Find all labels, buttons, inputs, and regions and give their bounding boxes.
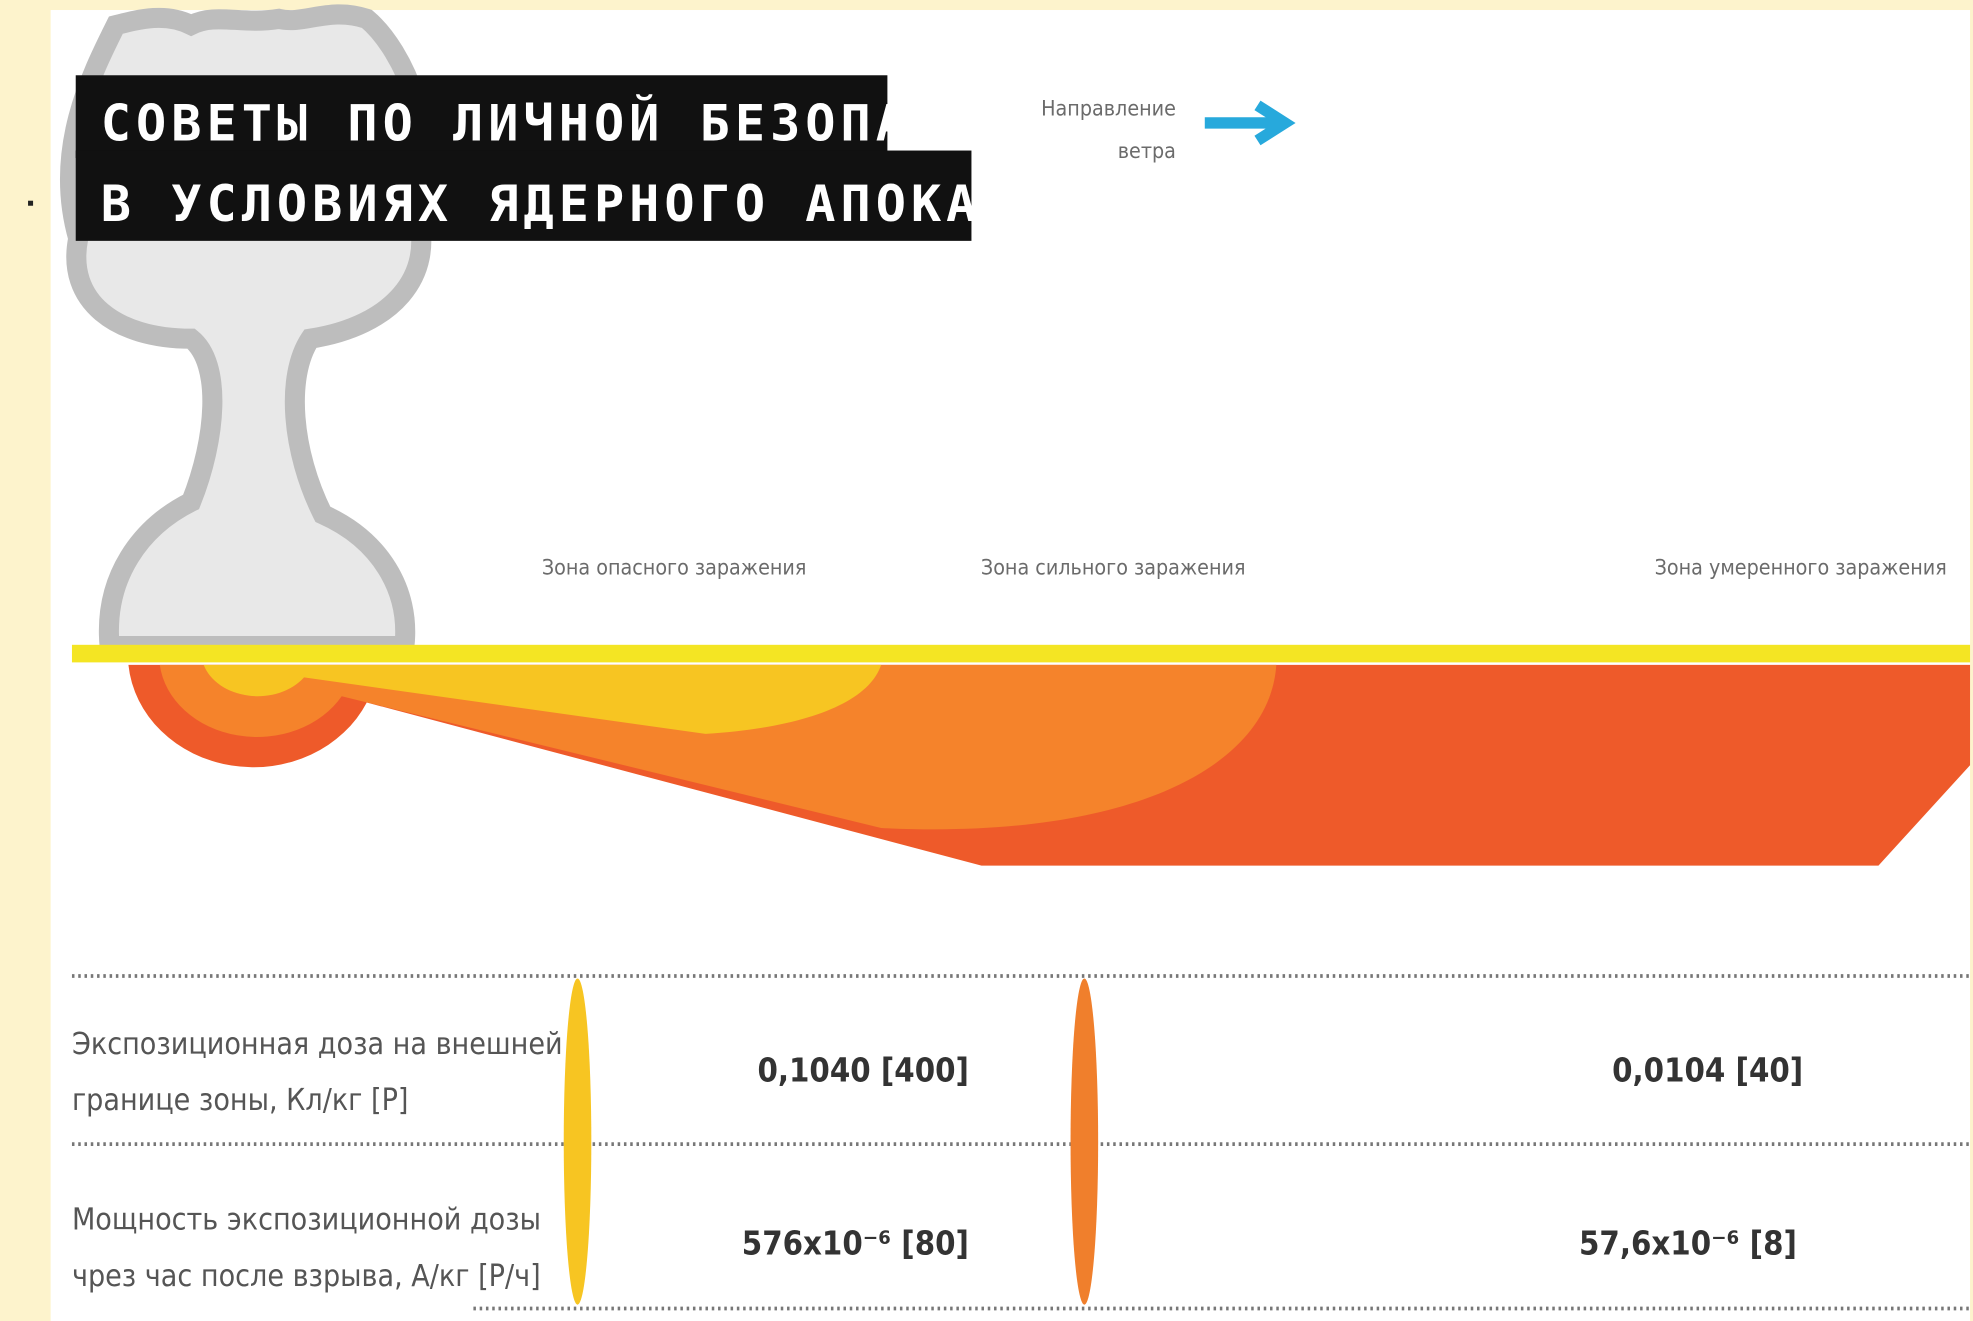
dot — [28, 200, 34, 206]
value: 0,1040 [400] — [757, 1051, 968, 1089]
title: СОВЕТЫ ПО ЛИЧНОЙ БЕЗОПАСНОСТИ — [101, 94, 1123, 153]
row-label: Мощность экспозиционной дозы — [72, 1202, 541, 1237]
zone-label: Зона опасного заражения — [542, 556, 807, 581]
value: 576х10⁻⁶ [80] — [742, 1225, 969, 1263]
zone-label: Зона сильного заражения — [981, 556, 1246, 581]
value: 0,0104 [40] — [1612, 1051, 1803, 1089]
title: В УСЛОВИЯХ ЯДЕРНОГО АПОКАЛИПСИСА — [101, 174, 1228, 233]
row-label: Экспозиционная доза на внешней — [72, 1027, 563, 1062]
zone-label: Зона умеренного заражения — [1655, 556, 1947, 581]
zone-marker — [1070, 978, 1099, 1305]
zone-strong — [159, 664, 1277, 830]
title-box — [75, 150, 972, 241]
wind-arrow — [1204, 100, 1296, 146]
value: 57,6х10⁻⁶ [8] — [1579, 1225, 1797, 1263]
wind-label: Направление — [1041, 96, 1176, 121]
row-label: границе зоны, Кл/кг [Р] — [72, 1083, 409, 1118]
wind-label: ветра — [1118, 139, 1176, 164]
title-box — [75, 75, 888, 159]
zone-marker — [563, 978, 592, 1305]
row-label: чрез час после взрыва, А/кг [Р/ч] — [72, 1259, 541, 1294]
zone-dangerous — [203, 664, 882, 734]
ground-line — [71, 644, 1971, 663]
